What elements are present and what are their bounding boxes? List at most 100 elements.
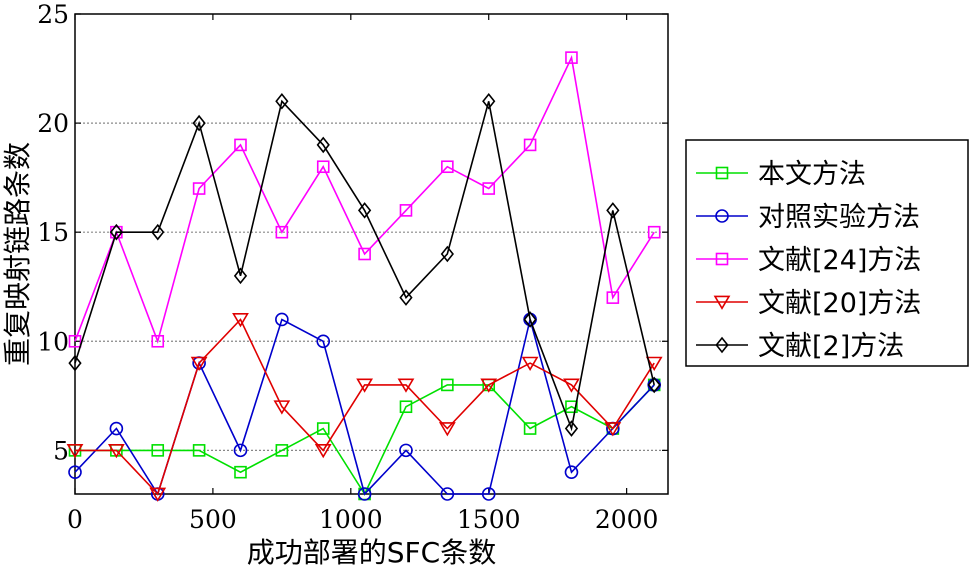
series-2-point-7 (316, 334, 331, 349)
series-4-point-6 (273, 400, 291, 415)
series-1-point-3 (151, 444, 165, 457)
series-3-point-12 (523, 138, 537, 152)
series-4-point-7 (314, 443, 332, 459)
series-2-point-6 (275, 312, 289, 327)
x-tick-label-0: 0 (67, 505, 83, 534)
series-5-point-11 (482, 92, 496, 110)
y-tick-label-10: 10 (37, 327, 69, 356)
legend-marker-3 (715, 252, 729, 266)
x-axis-label: 成功部署的SFC条数 (247, 536, 496, 567)
series-3-line (74, 54, 655, 344)
series-3-point-15 (647, 225, 661, 239)
series-3-point-11 (482, 182, 496, 195)
legend-marker-1 (715, 166, 729, 180)
series-1-point-6 (275, 444, 289, 457)
series-2-point-5 (233, 443, 248, 458)
series-layer (66, 51, 663, 502)
series-5-point-15 (647, 376, 661, 394)
x-tick-label-1500: 1500 (457, 505, 521, 534)
legend-box (685, 139, 969, 367)
series-3-point-9 (399, 204, 413, 217)
series-2-point-8 (357, 487, 372, 501)
legend-marker-2 (715, 209, 729, 223)
legend-item-2: 对照实验方法 (696, 202, 920, 233)
series-5-point-7 (316, 136, 330, 154)
legend-item-1: 本文方法 (696, 159, 866, 190)
series-3-point-14 (606, 291, 620, 304)
series-2-point-1 (68, 465, 82, 479)
series-5-point-4 (192, 114, 206, 132)
series-5-point-2 (109, 223, 123, 241)
series-3-point-8 (358, 247, 371, 261)
y-tick-label-25: 25 (37, 0, 69, 29)
series-1-point-5 (234, 465, 247, 479)
series-5-point-13 (564, 420, 579, 437)
series-3-point-4 (192, 182, 206, 195)
series-3-point-6 (275, 225, 289, 239)
series-3-point-3 (151, 334, 165, 348)
legend-item-5: 文献[2]方法 (696, 331, 904, 362)
legend-item-3: 文献[24]方法 (696, 245, 921, 276)
series-1-point-9 (399, 400, 413, 414)
y-tick-label-15: 15 (37, 218, 69, 247)
series-2-point-10 (440, 487, 455, 501)
x-tick-label-500: 500 (189, 505, 237, 534)
series-5-point-6 (275, 92, 289, 110)
legend-label-2: 对照实验方法 (758, 202, 920, 233)
grid-lines (75, 122, 668, 451)
legend-item-4: 文献[20]方法 (696, 288, 921, 319)
series-4-point-1 (66, 443, 84, 459)
series-2-point-13 (564, 465, 579, 479)
legend-label-5: 文献[2]方法 (758, 331, 904, 362)
series-4-point-5 (232, 313, 249, 328)
series-4-point-15 (645, 356, 663, 371)
plot-area (74, 13, 669, 495)
series-5-point-12 (523, 311, 537, 328)
series-5-point-14 (606, 202, 620, 219)
series-3-point-7 (316, 160, 330, 174)
series-4-point-9 (397, 378, 415, 393)
series-1-point-13 (565, 400, 578, 414)
legend-label-1: 本文方法 (758, 159, 866, 190)
series-5-point-9 (399, 289, 413, 306)
series-5-point-10 (440, 245, 454, 263)
series-5-point-3 (151, 223, 165, 241)
series-4-point-10 (438, 422, 456, 437)
series-4-line (75, 318, 655, 496)
series-4-point-4 (190, 356, 208, 371)
series-1-point-12 (523, 422, 537, 435)
x-tick-label-1000: 1000 (319, 505, 383, 534)
series-4-point-11 (480, 378, 498, 393)
series-3-point-13 (565, 51, 578, 64)
series-5-point-1 (68, 354, 82, 372)
series-1-point-7 (316, 422, 330, 435)
series-2-point-11 (481, 487, 496, 501)
y-tick-label-20: 20 (37, 109, 69, 138)
series-4-point-3 (149, 487, 167, 502)
legend-label-4: 文献[20]方法 (758, 288, 921, 319)
series-5 (68, 92, 661, 437)
series-3 (68, 51, 661, 348)
legend-marker-4 (713, 295, 731, 310)
series-4-point-8 (356, 378, 374, 393)
series-2-point-9 (399, 443, 413, 458)
series-4-point-12 (521, 356, 539, 371)
legend-label-3: 文献[24]方法 (758, 245, 921, 276)
y-tick-label-5: 5 (53, 436, 69, 465)
series-1-point-4 (192, 444, 206, 457)
series-4-point-13 (563, 378, 580, 393)
axes: 5 10 15 20 25 0 500 1000 1500 2000 (37, 0, 668, 534)
series-3-point-1 (68, 334, 82, 348)
series-2-point-2 (109, 421, 124, 436)
series-4 (66, 313, 663, 502)
series-1 (68, 378, 661, 501)
x-tick-label-2000: 2000 (595, 505, 659, 534)
series-3-point-5 (234, 138, 247, 152)
y-axis-label: 重复映射链路条数 (1, 142, 34, 366)
legend-marker-5 (715, 336, 729, 354)
series-5-point-5 (233, 267, 248, 285)
series-1-point-10 (441, 378, 454, 392)
